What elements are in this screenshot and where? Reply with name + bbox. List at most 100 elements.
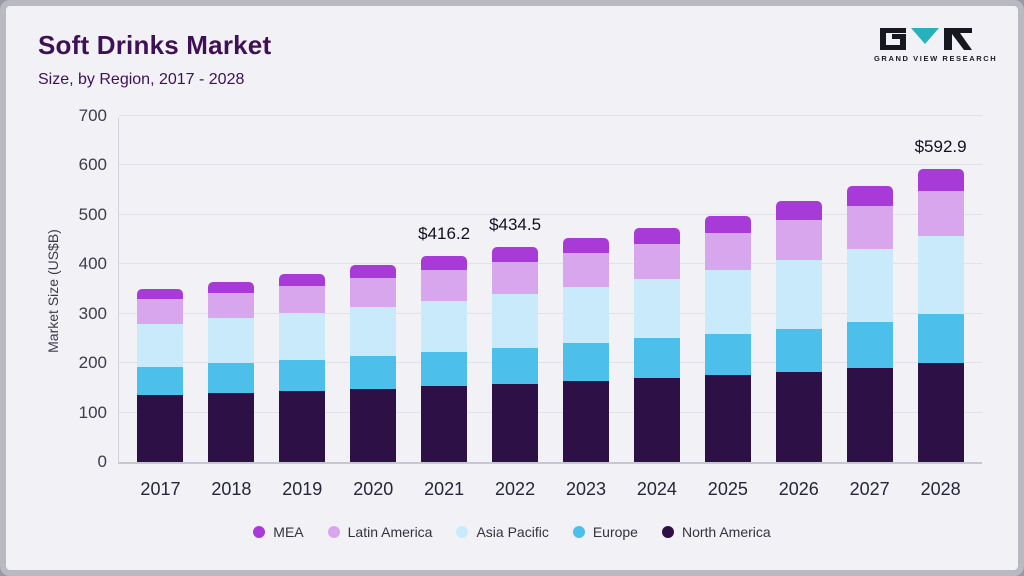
bar-segment-asia-pacific [350, 306, 397, 356]
bar-segment-asia-pacific [562, 287, 609, 344]
bar-column: 2024 [621, 118, 692, 499]
bar-segment-latin-america [350, 278, 397, 307]
x-tick-label: 2028 [920, 479, 961, 499]
bar-segment-mea [208, 281, 255, 293]
y-tick-label: 500 [78, 204, 107, 224]
gridline [119, 312, 982, 314]
bar-segment-mea [562, 238, 609, 253]
stacked-bar-chart: Market Size (US$B) 0 100 200 300 400 500 600 70… [40, 106, 984, 499]
bar-segment-europe [137, 366, 184, 396]
y-tick-label: 200 [78, 353, 107, 373]
bar-segment-mea [421, 256, 468, 271]
bar-segment-north-america [421, 386, 468, 462]
bar-segment-north-america [350, 388, 397, 462]
gridline [119, 411, 982, 413]
x-tick-label: 2024 [636, 479, 677, 499]
bar-segment-asia-pacific [846, 248, 893, 322]
x-tick-label: 2027 [849, 479, 890, 499]
bar-segment-latin-america [775, 219, 822, 261]
legend-item: MEA [253, 524, 304, 540]
legend-label: MEA [273, 524, 304, 540]
bar-column: 2027 [834, 118, 905, 499]
y-tick-label: 0 [97, 452, 107, 471]
x-tick-label: 2019 [282, 479, 323, 499]
bar-column: 2025 [692, 118, 763, 499]
bar-2028 [917, 168, 964, 462]
bar-segment-mea [917, 168, 964, 192]
bar-segment-asia-pacific [704, 270, 751, 334]
x-tick-label: 2025 [707, 479, 748, 499]
bar-segment-north-america [137, 395, 184, 462]
bar-2023 [562, 238, 609, 462]
bar-column: 2020 [338, 118, 409, 499]
bar-segment-europe [846, 321, 893, 369]
y-tick-label: 600 [78, 155, 107, 175]
bar-2021 [421, 256, 468, 462]
bar-segment-north-america [279, 391, 326, 462]
bar-segment-mea [137, 289, 184, 299]
bar-2018 [208, 281, 255, 462]
x-tick-label: 2018 [211, 479, 252, 499]
bar-segment-asia-pacific [137, 323, 184, 367]
x-tick-label: 2022 [495, 479, 536, 499]
logo-text: GRAND VIEW RESEARCH [874, 54, 998, 63]
gridline [119, 164, 982, 166]
bar-segment-europe [704, 333, 751, 376]
bar-segment-asia-pacific [208, 318, 255, 364]
bar-segment-mea [279, 273, 326, 286]
bar-segment-latin-america [421, 270, 468, 301]
legend-swatch [327, 526, 340, 538]
bar-segment-europe [633, 338, 680, 378]
value-label: $434.5 [489, 215, 542, 235]
bar-segment-europe [421, 351, 468, 387]
legend-item: North America [661, 524, 771, 540]
value-label: $592.9 [914, 136, 967, 156]
bar-segment-latin-america [137, 298, 184, 324]
bar-segment-europe [208, 363, 255, 394]
bar-segment-mea [350, 265, 397, 279]
bar-segment-north-america [704, 375, 751, 462]
y-tick-label: 300 [78, 303, 107, 323]
gridline [119, 263, 982, 265]
y-tick-label: 400 [78, 254, 107, 274]
bar-segment-europe [492, 347, 539, 384]
gridline [119, 115, 982, 116]
chart-subtitle: Size, by Region, 2017 - 2028 [38, 71, 245, 88]
bar-segment-asia-pacific [633, 279, 680, 339]
bar-segment-asia-pacific [917, 235, 964, 314]
bar-segment-north-america [633, 377, 680, 462]
bar-2019 [279, 273, 326, 462]
bar-2022 [492, 247, 539, 462]
bar-segment-asia-pacific [775, 260, 822, 329]
bar-segment-latin-america [562, 252, 609, 288]
bar-column: $416.2 2021 [409, 118, 480, 499]
bar-column: $434.5 2022 [480, 118, 551, 499]
bar-segment-mea [775, 201, 822, 220]
legend-swatch [572, 526, 585, 538]
page-title: Soft Drinks Market [38, 30, 272, 60]
bar-segment-north-america [775, 372, 822, 462]
bar-2024 [633, 228, 680, 462]
gridline [119, 362, 982, 364]
gvr-logo-icon [880, 28, 972, 50]
bar-segment-mea [846, 186, 893, 206]
bar-segment-asia-pacific [421, 300, 468, 352]
bar-segment-europe [917, 313, 964, 364]
bar-segment-latin-america [704, 232, 751, 271]
bar-segment-north-america [846, 368, 893, 462]
bar-segment-mea [704, 215, 751, 233]
bar-2027 [846, 186, 893, 462]
bar-column: 2026 [763, 118, 834, 499]
chart-header: Soft Drinks Market Size, by Region, 2017… [38, 30, 271, 89]
bar-segment-europe [350, 355, 397, 389]
legend-label: Europe [592, 524, 638, 540]
brand-logo: GRAND VIEW RESEARCH [874, 28, 998, 63]
bar-segment-latin-america [208, 292, 255, 319]
bar-segment-mea [633, 228, 680, 244]
legend-item: Asia Pacific [456, 524, 549, 540]
bar-segment-north-america [208, 393, 255, 462]
bar-segment-north-america [562, 380, 609, 462]
bar-segment-europe [562, 343, 609, 381]
x-tick-label: 2023 [565, 479, 607, 499]
